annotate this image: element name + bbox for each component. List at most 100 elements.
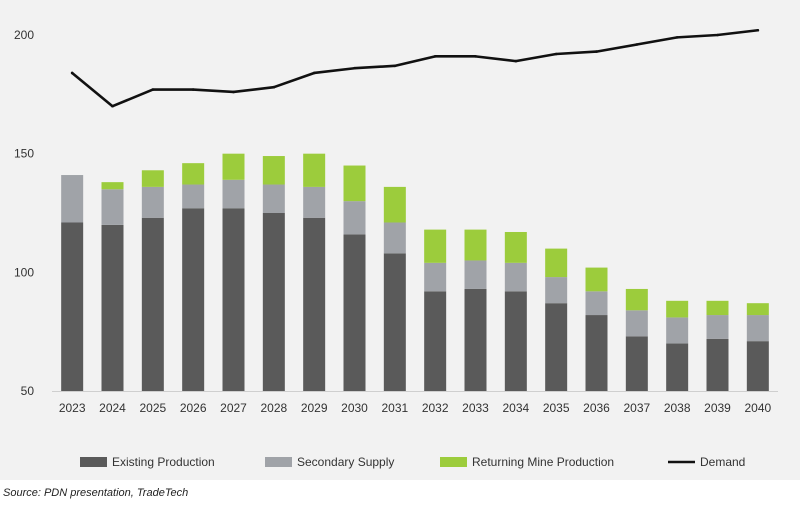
bar-existing-production-2023 (61, 222, 84, 391)
bar-secondary-supply-2028 (262, 184, 285, 213)
bar-existing-production-2028 (262, 213, 285, 391)
bar-secondary-supply-2029 (303, 186, 326, 218)
x-tick-label: 2040 (744, 401, 771, 415)
bar-existing-production-2029 (303, 217, 326, 391)
x-tick-label: 2028 (260, 401, 287, 415)
demand-point-2028 (272, 85, 276, 89)
bar-existing-production-2035 (545, 303, 568, 391)
bar-secondary-supply-2031 (383, 222, 406, 254)
x-tick-label: 2037 (623, 401, 650, 415)
demand-point-2034 (514, 59, 518, 63)
bar-existing-production-2024 (101, 224, 124, 391)
bar-existing-production-2030 (343, 234, 366, 391)
bar-returning-mine-production-2026 (182, 163, 205, 185)
demand-point-2025 (151, 88, 155, 91)
bar-returning-mine-production-2028 (262, 156, 285, 185)
x-tick-label: 2029 (301, 401, 328, 415)
y-tick-label: 150 (14, 147, 34, 161)
x-tick-label: 2039 (704, 401, 731, 415)
bar-secondary-supply-2037 (625, 310, 648, 337)
demand-point-2026 (191, 88, 195, 91)
x-tick-label: 2038 (664, 401, 691, 415)
bar-existing-production-2038 (666, 343, 689, 391)
legend-swatch-existing-production (80, 457, 107, 467)
legend-swatch-returning-mine-production (440, 457, 467, 467)
demand-point-2033 (474, 55, 477, 58)
demand-point-2032 (433, 55, 437, 58)
bar-returning-mine-production-2027 (222, 153, 245, 180)
bar-returning-mine-production-2034 (504, 231, 527, 263)
source-note: Source: PDN presentation, TradeTech (3, 487, 189, 499)
bar-returning-mine-production-2029 (303, 153, 326, 187)
demand-point-2023 (70, 71, 74, 75)
x-tick-label: 2036 (583, 401, 610, 415)
bar-secondary-supply-2040 (746, 315, 769, 342)
demand-point-2031 (393, 64, 397, 68)
bar-secondary-supply-2032 (424, 262, 447, 292)
y-tick-label: 200 (14, 28, 34, 42)
bar-existing-production-2026 (182, 208, 205, 391)
demand-point-2037 (635, 43, 639, 46)
x-tick-label: 2030 (341, 401, 368, 415)
x-tick-label: 2025 (139, 401, 166, 415)
bar-secondary-supply-2025 (141, 186, 164, 218)
bar-secondary-supply-2034 (504, 262, 527, 292)
chart: 50 100 150 200 2023 2024 2025 2026 2027 2028 2029 2… (14, 28, 778, 469)
legend-swatch-secondary-supply (265, 457, 292, 467)
bar-existing-production-2036 (585, 315, 608, 391)
x-tick-label: 2031 (381, 401, 408, 415)
bar-returning-mine-production-2039 (706, 300, 729, 316)
x-tick-label: 2026 (180, 401, 207, 415)
bar-secondary-supply-2038 (666, 317, 689, 344)
bar-existing-production-2033 (464, 288, 487, 391)
bar-secondary-supply-2033 (464, 260, 487, 289)
bar-returning-mine-production-2040 (746, 303, 769, 316)
bar-returning-mine-production-2032 (424, 229, 447, 263)
bar-existing-production-2025 (141, 217, 164, 391)
bar-secondary-supply-2023 (61, 175, 84, 223)
bar-existing-production-2027 (222, 208, 245, 391)
y-tick-label: 100 (14, 265, 34, 279)
demand-point-2039 (716, 33, 719, 37)
bar-existing-production-2040 (746, 341, 769, 391)
bar-returning-mine-production-2037 (625, 288, 648, 311)
bar-secondary-supply-2027 (222, 179, 245, 209)
legend-label-secondary-supply: Secondary Supply (297, 455, 394, 469)
demand-point-2035 (554, 52, 558, 56)
demand-point-2040 (756, 28, 760, 32)
x-tick-label: 2023 (59, 401, 86, 415)
legend-label-demand: Demand (700, 455, 745, 469)
bar-existing-production-2034 (504, 291, 527, 391)
demand-point-2029 (312, 71, 316, 75)
bar-existing-production-2031 (383, 253, 406, 391)
x-tick-label: 2032 (422, 401, 449, 415)
demand-point-2024 (111, 104, 114, 108)
bar-returning-mine-production-2038 (666, 300, 689, 318)
demand-point-2027 (232, 90, 235, 94)
y-tick-label: 50 (21, 384, 35, 398)
bar-returning-mine-production-2031 (383, 186, 406, 223)
x-tick-label: 2027 (220, 401, 247, 415)
x-tick-label: 2034 (502, 401, 529, 415)
bar-existing-production-2039 (706, 338, 729, 391)
bar-secondary-supply-2036 (585, 291, 608, 316)
bar-secondary-supply-2030 (343, 201, 366, 235)
bar-returning-mine-production-2036 (585, 267, 608, 292)
bar-existing-production-2032 (424, 291, 447, 391)
x-tick-label: 2035 (543, 401, 570, 415)
x-tick-label: 2024 (99, 401, 126, 415)
bar-returning-mine-production-2025 (141, 170, 164, 187)
bar-existing-production-2037 (625, 336, 648, 391)
legend-label-existing-production: Existing Production (112, 455, 215, 469)
demand-point-2036 (595, 50, 598, 53)
bar-returning-mine-production-2024 (101, 182, 124, 190)
demand-point-2030 (353, 66, 356, 70)
bar-returning-mine-production-2033 (464, 229, 487, 261)
bar-secondary-supply-2035 (545, 277, 568, 304)
bar-secondary-supply-2024 (101, 189, 124, 225)
x-tick-label: 2033 (462, 401, 489, 415)
demand-point-2038 (675, 36, 679, 39)
bar-secondary-supply-2039 (706, 315, 729, 339)
demand-line (70, 28, 760, 108)
bar-secondary-supply-2026 (182, 184, 205, 209)
